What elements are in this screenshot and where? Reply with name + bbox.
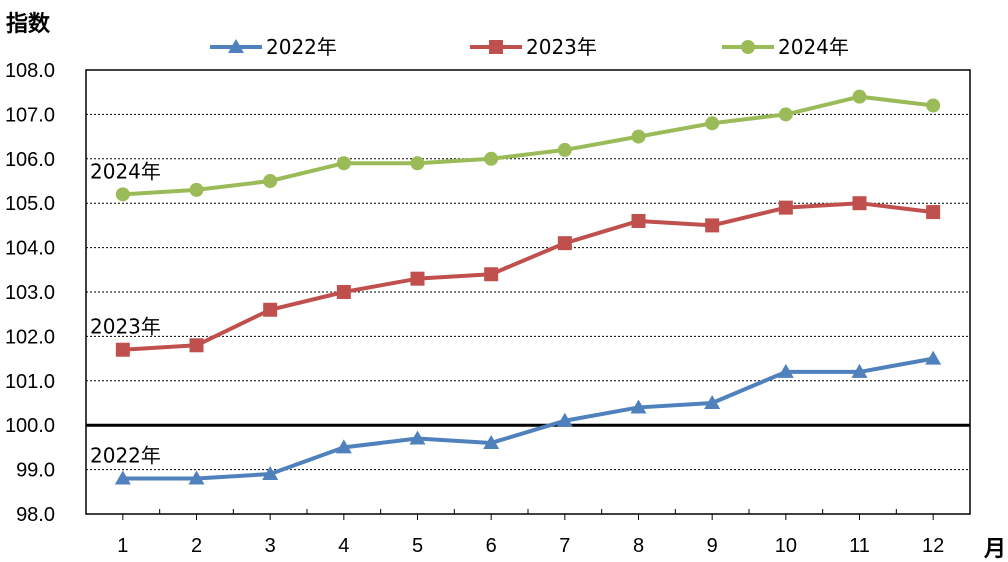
x-tick-label: 1 <box>117 535 128 557</box>
x-tick-label: 4 <box>338 535 349 557</box>
data-point <box>631 129 646 144</box>
legend: 2022年 2023年 2024年 <box>210 35 849 59</box>
series-2024年 <box>115 89 941 202</box>
data-point <box>925 350 942 365</box>
data-point <box>630 399 647 414</box>
data-point <box>335 439 352 454</box>
data-point <box>189 338 204 353</box>
y-tick-label: 102.0 <box>5 326 55 348</box>
x-tick-label: 2 <box>191 535 202 557</box>
y-tick-labels: 98.0 99.0 100.0 101.0 102.0 103.0 104.0 105.0 10… <box>5 60 55 526</box>
data-point <box>704 395 721 409</box>
data-point <box>114 470 131 485</box>
series-annotation: 2024年 <box>90 159 161 183</box>
series-2022年 <box>114 350 942 485</box>
data-point <box>778 200 793 215</box>
y-tick-label: 104.0 <box>5 238 55 260</box>
x-tick-label: 11 <box>849 535 870 557</box>
data-point <box>778 107 793 122</box>
series-2023年 <box>115 196 941 357</box>
x-tick-labels: 1 2 3 4 5 6 7 8 9 10 11 12 <box>117 509 944 557</box>
data-point <box>188 470 205 485</box>
series-annotation: 2023年 <box>90 315 161 339</box>
data-point <box>851 363 868 378</box>
data-point <box>705 116 720 131</box>
data-point <box>263 302 278 317</box>
data-point <box>262 466 279 481</box>
data-point <box>631 213 646 228</box>
x-axis-title: 月 <box>983 537 1006 562</box>
data-point <box>409 430 426 445</box>
data-point <box>556 412 573 427</box>
x-tick-label: 8 <box>633 535 644 557</box>
legend-item: 2023年 <box>470 35 597 59</box>
y-tick-label: 103.0 <box>5 282 55 304</box>
x-tick-label: 7 <box>559 535 570 557</box>
x-tick-label: 9 <box>707 535 718 557</box>
legend-item: 2022年 <box>210 35 337 59</box>
data-point <box>336 285 351 299</box>
legend-label: 2023年 <box>526 35 597 59</box>
data-point <box>557 236 572 251</box>
legend-marker <box>741 40 755 54</box>
y-tick-label: 107.0 <box>5 104 55 126</box>
y-tick-label: 106.0 <box>5 149 55 171</box>
y-tick-label: 105.0 <box>5 193 55 215</box>
legend-item: 2024年 <box>722 35 849 59</box>
series-line <box>122 201 934 352</box>
y-tick-label: 100.0 <box>5 415 55 437</box>
data-point <box>263 174 278 188</box>
data-point <box>484 267 499 282</box>
data-point <box>115 187 130 202</box>
series-labels: 2022年 2023年 2024年 <box>90 159 161 467</box>
x-tick-label: 5 <box>412 535 423 557</box>
data-point <box>852 196 867 211</box>
data-point <box>777 363 794 378</box>
gridlines <box>86 113 970 471</box>
y-tick-label: 98.0 <box>16 504 55 526</box>
x-tick-label: 3 <box>265 535 276 557</box>
legend-label: 2024年 <box>778 35 849 59</box>
x-tick-label: 12 <box>922 535 944 557</box>
x-tick-label: 6 <box>486 535 497 557</box>
data-point <box>557 142 572 157</box>
series-line <box>122 356 934 481</box>
data-point <box>410 156 425 171</box>
data-point <box>410 271 425 286</box>
y-tick-label: 108.0 <box>5 60 55 82</box>
series-group <box>114 89 942 485</box>
data-point <box>926 98 941 113</box>
y-tick-label: 101.0 <box>5 371 55 393</box>
data-point <box>852 89 867 104</box>
data-point <box>189 182 204 197</box>
y-axis-title: 指数 <box>6 11 51 37</box>
data-point <box>336 156 351 171</box>
legend-label: 2022年 <box>266 35 337 59</box>
legend-marker <box>489 40 503 54</box>
data-point <box>705 218 720 233</box>
series-line <box>122 94 934 197</box>
x-tick-label: 10 <box>775 535 797 557</box>
y-tick-label: 99.0 <box>16 460 55 482</box>
data-point <box>484 151 499 166</box>
legend-marker <box>228 39 244 53</box>
data-point <box>483 434 500 449</box>
data-point <box>115 342 130 357</box>
series-annotation: 2022年 <box>90 443 161 467</box>
data-point <box>926 205 941 220</box>
